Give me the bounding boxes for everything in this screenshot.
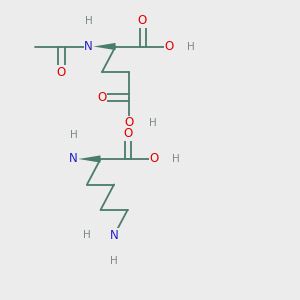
Text: H: H [110,256,118,266]
Text: O: O [98,91,106,104]
Text: H: H [172,154,179,164]
Text: H: H [83,230,91,241]
Polygon shape [78,155,100,163]
Text: O: O [165,40,174,53]
Text: H: H [149,118,157,128]
Text: O: O [123,127,132,140]
Text: O: O [150,152,159,166]
Text: H: H [85,16,92,26]
Text: H: H [187,41,194,52]
Text: N: N [84,40,93,53]
Text: O: O [124,116,134,130]
Text: O: O [138,14,147,28]
Text: N: N [110,229,118,242]
Text: O: O [57,65,66,79]
Text: H: H [70,130,77,140]
Text: N: N [69,152,78,166]
Polygon shape [93,43,116,50]
